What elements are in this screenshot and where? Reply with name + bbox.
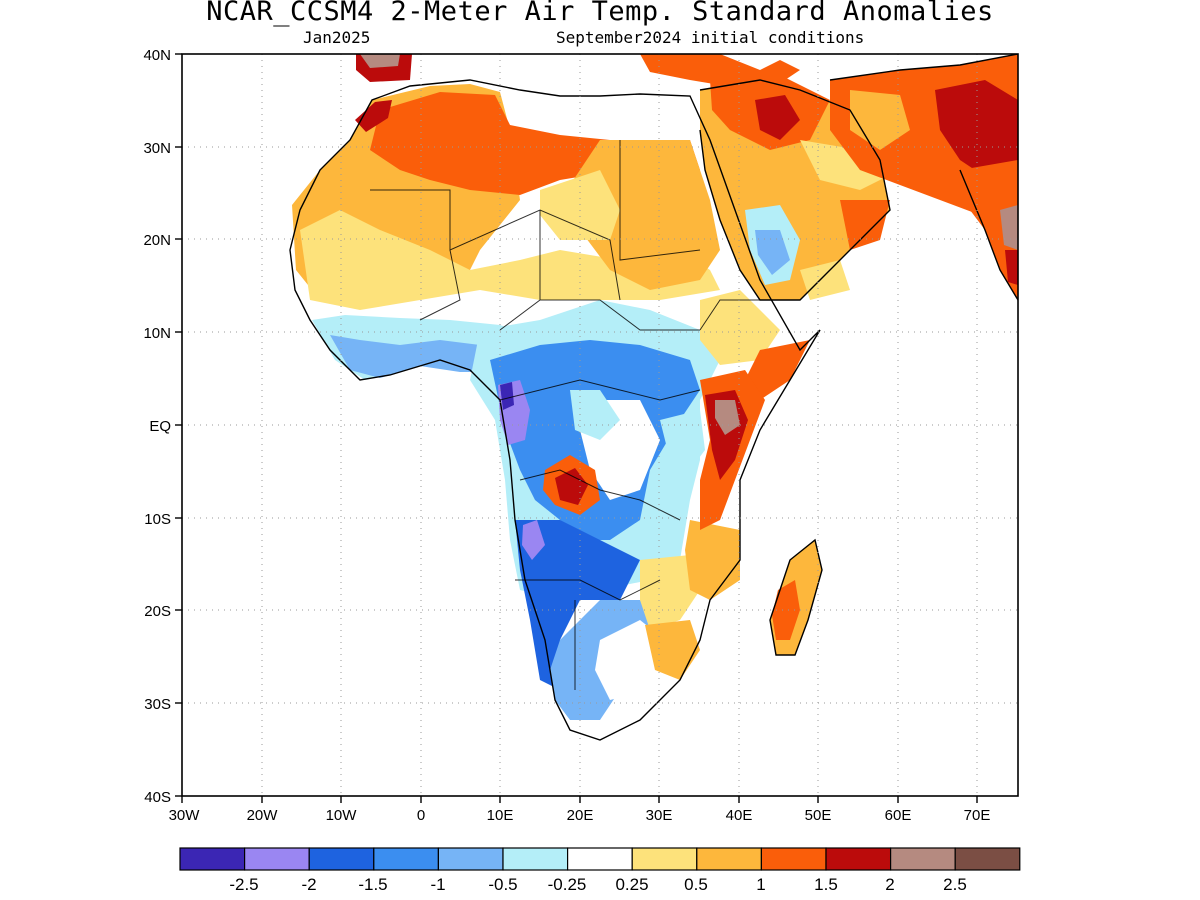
- ethiopia-cool: [700, 290, 780, 365]
- iberia-brown: [360, 54, 400, 68]
- lon-label: 0: [417, 807, 425, 824]
- colorbar-label: 0.5: [684, 875, 708, 894]
- gabon-deep: [500, 382, 514, 410]
- iraq-red: [755, 95, 800, 140]
- colorbar-swatch: [244, 847, 310, 871]
- colorbar: -2.5 -2 -1.5 -1 -0.5 -0.25 0.25 0.5 1 1.…: [179, 847, 1021, 894]
- colorbar-swatch: [308, 847, 375, 871]
- country-borders: [370, 140, 760, 690]
- arabia-blue: [755, 230, 790, 275]
- colorbar-label: -1.5: [358, 875, 387, 894]
- lon-label: 40E: [726, 807, 753, 824]
- lon-labels: 30W 20W 10W 0 10E 20E 30E 40E 50E 60E 70…: [169, 807, 991, 824]
- lat-label: 30N: [143, 140, 171, 157]
- kenya-brown: [715, 400, 740, 435]
- colorbar-label: 0.25: [615, 875, 648, 894]
- colorbar-swatch: [373, 847, 439, 871]
- colorbar-label: -1: [430, 875, 445, 894]
- zambia-yellow: [640, 555, 700, 630]
- lat-labels: 40N 30N 20N 10N EQ 10S 20S 30S 40S: [143, 47, 171, 806]
- lon-label: 30W: [169, 807, 201, 824]
- india-orange: [960, 160, 1018, 300]
- lon-label: 30E: [646, 807, 673, 824]
- colorbar-swatches: [179, 847, 1021, 871]
- lat-label: 20S: [144, 603, 171, 620]
- colorbar-labels: -2.5 -2 -1.5 -1 -0.5 -0.25 0.25 0.5 1 1.…: [229, 875, 966, 894]
- yemen-yellow: [800, 260, 850, 300]
- colorbar-swatch: [760, 847, 827, 871]
- colorbar-label: 2.5: [943, 875, 967, 894]
- coastlines: [289, 54, 1018, 741]
- gulf-warm: [800, 140, 890, 190]
- lon-label: 50E: [805, 807, 832, 824]
- west-africa-blue: [330, 335, 510, 378]
- lat-lon-grid: [182, 54, 1018, 796]
- axis-ticks: [175, 53, 978, 803]
- somalia-warm: [740, 340, 810, 400]
- init-conditions-label: September2024 initial conditions: [556, 28, 865, 47]
- lat-label: 40N: [143, 47, 171, 64]
- lat-label: 10N: [143, 325, 171, 342]
- india-red: [1005, 250, 1018, 285]
- lon-label: 60E: [885, 807, 912, 824]
- east-africa-light: [660, 410, 705, 470]
- colorbar-swatch: [825, 847, 892, 871]
- colorbar-label: -2: [301, 875, 316, 894]
- colorbar-swatch: [696, 847, 762, 871]
- southern-africa-white: [595, 620, 665, 700]
- se-africa-warm: [645, 620, 700, 680]
- colorbar-swatch: [179, 847, 246, 871]
- colorbar-label: 1.5: [814, 875, 838, 894]
- oman-orange: [840, 200, 890, 250]
- lon-label: 70E: [964, 807, 991, 824]
- lat-label: 10S: [144, 511, 171, 528]
- colorbar-swatch: [502, 847, 569, 871]
- lat-label: EQ: [149, 418, 171, 435]
- namibia-purple: [522, 520, 545, 560]
- lon-label: 10E: [487, 807, 514, 824]
- colorbar-swatch: [954, 847, 1021, 871]
- colorbar-label: 1: [756, 875, 765, 894]
- mozambique-warm: [685, 520, 740, 600]
- map-title: NCAR_CCSM4 2-Meter Air Temp. Standard An…: [206, 0, 994, 27]
- anomaly-field: [290, 54, 1018, 740]
- colorbar-swatch: [631, 847, 698, 871]
- colorbar-swatch: [889, 847, 956, 871]
- colorbar-swatch: [566, 847, 633, 871]
- lat-label: 20N: [143, 232, 171, 249]
- colorbar-label: 2: [885, 875, 894, 894]
- valid-month-label: Jan2025: [303, 28, 371, 47]
- morocco-red: [355, 100, 392, 132]
- lon-label: 10W: [326, 807, 358, 824]
- lon-label: 20E: [567, 807, 594, 824]
- colorbar-swatch: [437, 847, 504, 871]
- lon-label: 20W: [247, 807, 279, 824]
- congo-lightblue: [570, 390, 620, 440]
- pakistan-red: [935, 80, 1018, 180]
- colorbar-label: -0.5: [488, 875, 517, 894]
- colorbar-label: -2.5: [229, 875, 258, 894]
- colorbar-label: -0.25: [548, 875, 587, 894]
- lat-label: 40S: [144, 789, 171, 806]
- north-africa-yellow: [300, 210, 720, 310]
- lat-label: 30S: [144, 696, 171, 713]
- angola-red: [555, 468, 588, 505]
